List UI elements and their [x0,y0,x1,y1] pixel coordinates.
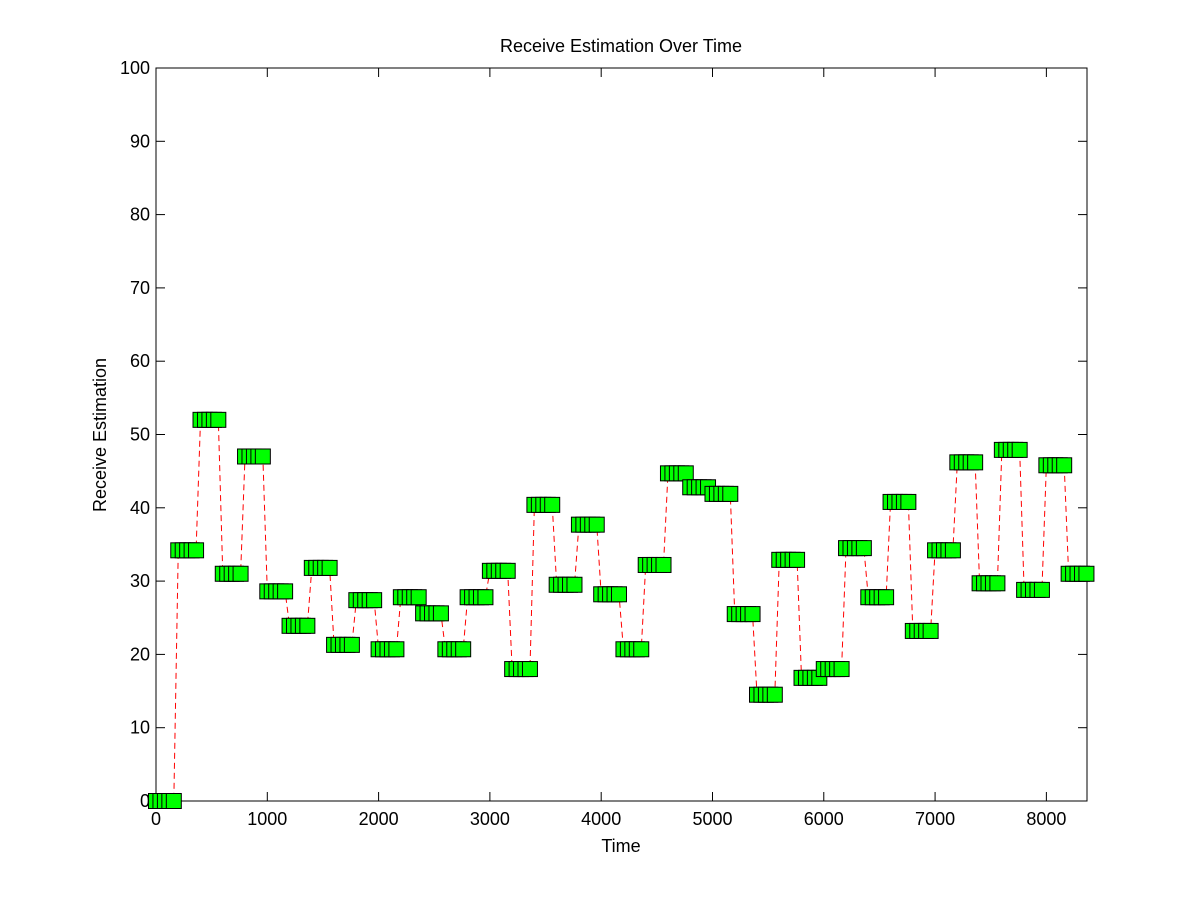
data-marker [277,583,294,600]
data-marker [722,485,739,502]
data-marker [1056,457,1073,474]
x-tick-label: 8000 [1026,809,1066,829]
data-marker [499,562,516,579]
data-marker [521,661,538,678]
data-marker [232,565,249,582]
data-marker [610,586,627,603]
data-marker [254,448,271,465]
data-marker [989,575,1006,592]
y-tick-label: 40 [130,498,150,518]
data-marker [566,576,583,593]
y-tick-label: 80 [130,205,150,225]
data-marker [878,589,895,606]
x-tick-label: 6000 [804,809,844,829]
data-marker [188,542,205,559]
data-marker [366,592,383,609]
data-marker [299,617,316,634]
data-marker [922,622,939,639]
data-marker [432,605,449,622]
data-marker [588,516,605,533]
y-tick-label: 60 [130,351,150,371]
data-marker [655,556,672,573]
data-marker [900,493,917,510]
data-marker [477,589,494,606]
chart-title: Receive Estimation Over Time [500,36,742,56]
data-marker [388,641,405,658]
y-tick-label: 0 [140,791,150,811]
data-marker [1033,581,1050,598]
y-tick-label: 100 [120,58,150,78]
x-tick-label: 0 [151,809,161,829]
series-line [156,419,1087,802]
x-tick-label: 3000 [470,809,510,829]
plot-box [155,67,1088,802]
data-marker [967,454,984,471]
data-marker [833,661,850,678]
y-tick-label: 20 [130,644,150,664]
data-marker [1011,441,1028,458]
data-marker [343,636,360,653]
data-marker [321,559,338,576]
data-marker [633,641,650,658]
data-marker [944,542,961,559]
y-tick-label: 70 [130,278,150,298]
data-marker [1078,565,1095,582]
data-marker [544,496,561,513]
data-marker [210,411,227,428]
data-marker [766,686,783,703]
x-tick-label: 7000 [915,809,955,829]
x-tick-label: 4000 [581,809,621,829]
x-axis-label: Time [601,836,640,856]
data-marker [165,793,182,809]
y-axis-label: Receive Estimation [90,358,110,512]
x-tick-label: 1000 [247,809,287,829]
x-tick-label: 5000 [692,809,732,829]
y-tick-label: 90 [130,131,150,151]
data-marker [455,641,472,658]
y-tick-label: 30 [130,571,150,591]
y-tick-label: 10 [130,718,150,738]
y-tick-label: 50 [130,425,150,445]
data-marker [855,540,872,557]
data-marker [744,606,761,623]
data-marker [789,551,806,568]
data-marker [677,465,694,482]
data-marker [410,589,427,606]
x-tick-label: 2000 [359,809,399,829]
